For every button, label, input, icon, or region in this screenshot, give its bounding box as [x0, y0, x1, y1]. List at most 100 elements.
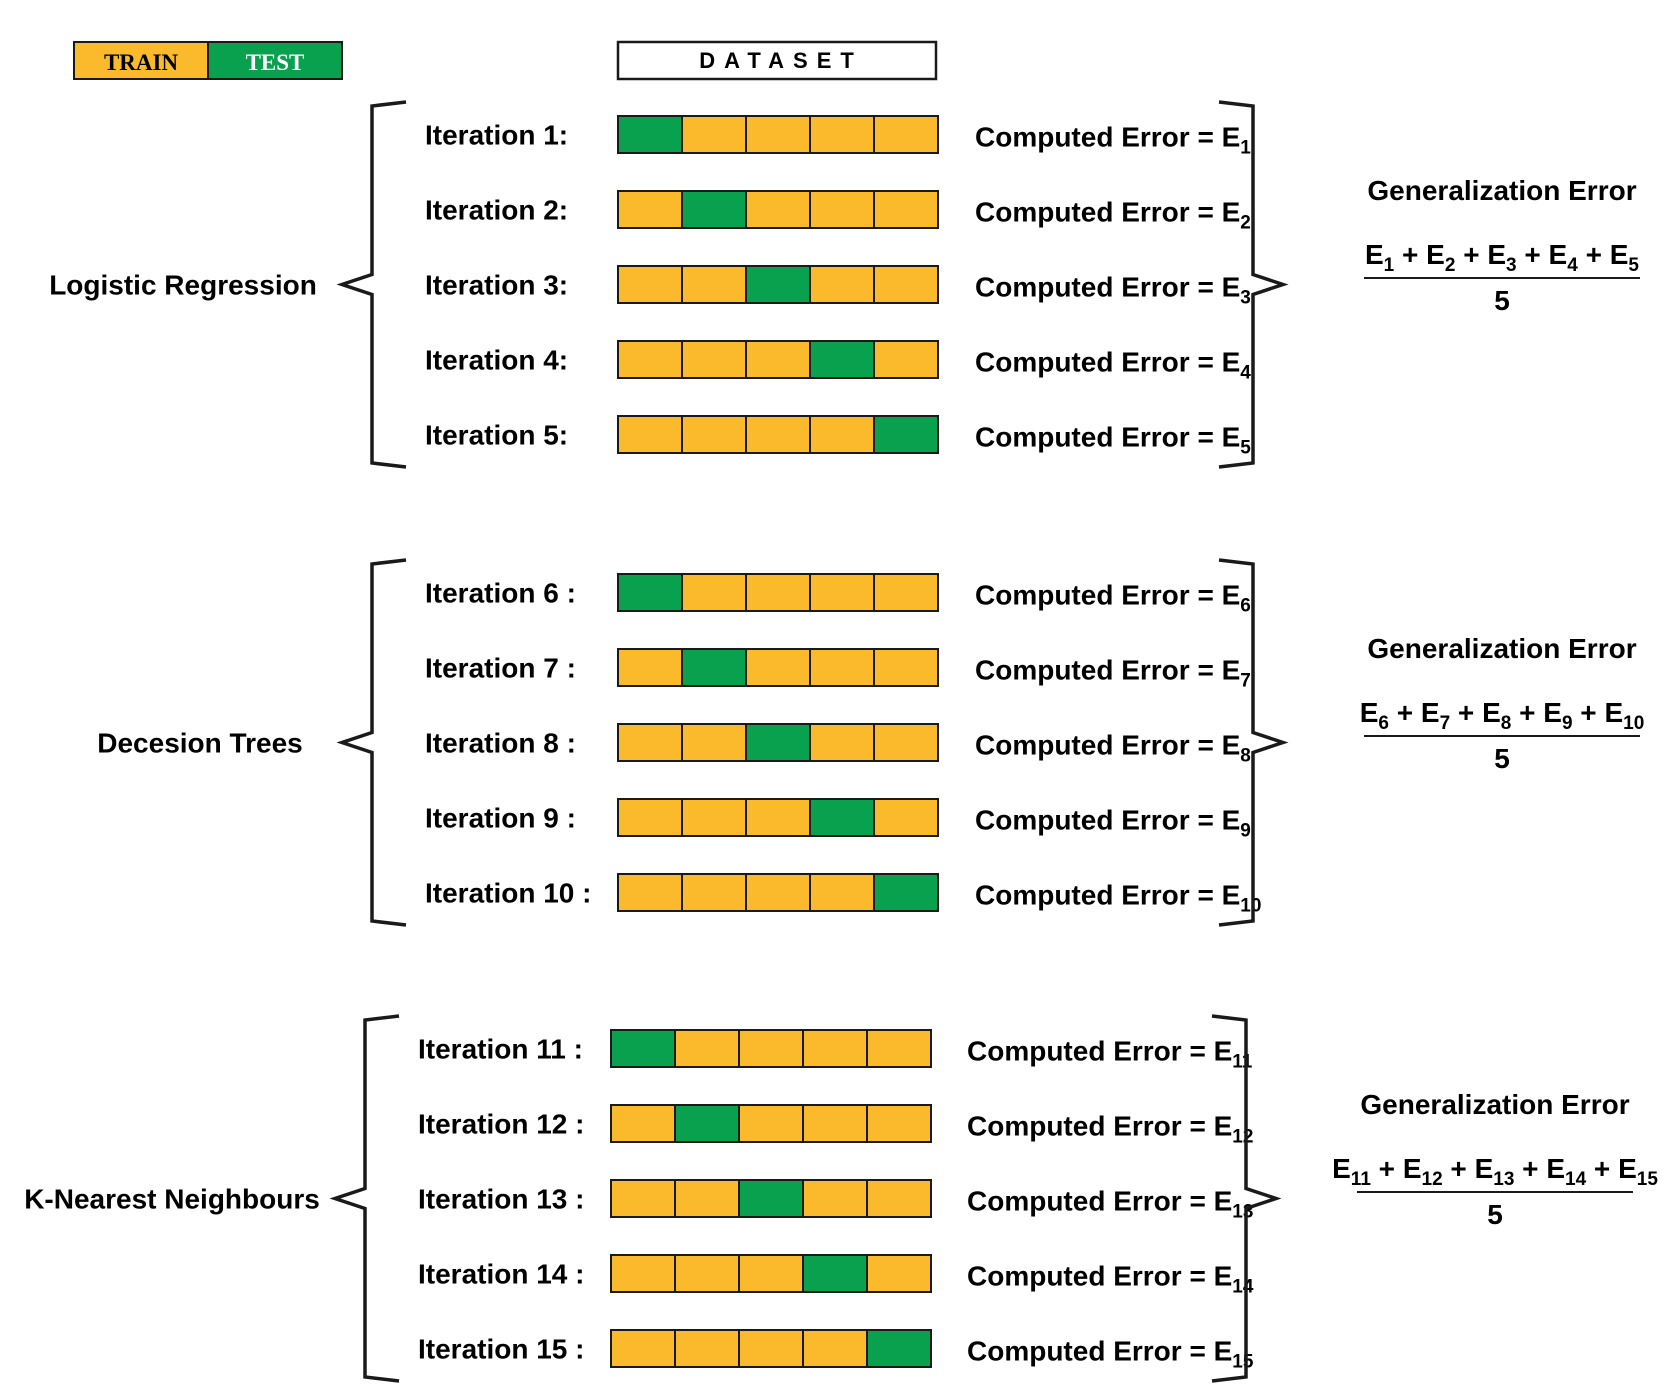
- computed-error-text: Computed Error = E: [967, 1261, 1232, 1292]
- numerator-subscript: 11: [1351, 1169, 1372, 1190]
- computed-error-text: Computed Error = E: [967, 1111, 1232, 1142]
- train-fold-cell: [617, 873, 683, 912]
- numerator-subscript: 14: [1565, 1169, 1587, 1190]
- numerator-term: E: [1482, 697, 1501, 728]
- computed-error-subscript: 15: [1232, 1352, 1254, 1373]
- groups-layer: Iteration 1: Computed Error = E1Iteration…: [24, 100, 1659, 1383]
- computed-error-subscript: 3: [1240, 288, 1251, 309]
- legend-test-label: TEST: [246, 50, 305, 75]
- numerator-operator: +: [1371, 1153, 1403, 1184]
- computed-error-label: Computed Error = E6: [975, 580, 1251, 617]
- numerator-subscript: 7: [1440, 713, 1451, 734]
- train-fold-cell: [873, 648, 939, 687]
- computed-error-label: Computed Error = E7: [975, 655, 1251, 692]
- iteration-row: Iteration 12 : Computed Error = E12: [418, 1104, 1253, 1148]
- test-fold-cell: [802, 1254, 868, 1293]
- train-fold-cell: [873, 798, 939, 837]
- iteration-row: Iteration 11 : Computed Error = E11: [418, 1029, 1253, 1073]
- numerator-operator: +: [1389, 697, 1421, 728]
- numerator-subscript: 8: [1501, 713, 1512, 734]
- legend-train-label: TRAIN: [104, 50, 179, 75]
- train-fold-cell: [866, 1179, 932, 1218]
- test-fold-cell: [809, 798, 875, 837]
- computed-error-label: Computed Error = E14: [967, 1261, 1254, 1298]
- numerator-term: E: [1403, 1153, 1422, 1184]
- test-fold-cell: [681, 190, 747, 229]
- train-fold-cell: [809, 265, 875, 304]
- computed-error-text: Computed Error = E: [975, 880, 1240, 911]
- train-fold-cell: [617, 648, 683, 687]
- computed-error-label: Computed Error = E13: [967, 1186, 1253, 1223]
- test-fold-cell: [745, 723, 811, 762]
- train-fold-cell: [674, 1329, 740, 1368]
- numerator-term: E: [1426, 239, 1445, 270]
- dataset-header: DATASET: [616, 40, 938, 81]
- generalization-error-title: Generalization Error: [1360, 1089, 1629, 1120]
- computed-error-subscript: 6: [1240, 596, 1251, 617]
- generalization-error-divisor: 5: [1494, 743, 1510, 774]
- iteration-label: Iteration 2:: [425, 195, 568, 226]
- train-fold-cell: [809, 648, 875, 687]
- train-fold-cell: [610, 1104, 676, 1143]
- iteration-row: Iteration 3: Computed Error = E3: [425, 265, 1251, 309]
- test-fold-cell: [873, 415, 939, 454]
- computed-error-subscript: 12: [1232, 1127, 1253, 1148]
- train-fold-cell: [809, 873, 875, 912]
- train-fold-cell: [802, 1179, 868, 1218]
- train-fold-cell: [866, 1104, 932, 1143]
- computed-error-label: Computed Error = E11: [967, 1036, 1253, 1073]
- iteration-row: Iteration 14 : Computed Error = E14: [418, 1254, 1254, 1298]
- numerator-operator: +: [1586, 1153, 1618, 1184]
- numerator-term: E: [1475, 1153, 1494, 1184]
- left-brace: [336, 100, 407, 469]
- numerator-subscript: 5: [1628, 255, 1639, 276]
- computed-error-label: Computed Error = E3: [975, 272, 1251, 309]
- numerator-term: E: [1487, 239, 1506, 270]
- model-name: Decesion Trees: [97, 728, 302, 759]
- numerator-term: E: [1546, 1153, 1565, 1184]
- train-fold-cell: [681, 573, 747, 612]
- train-fold-cell: [738, 1104, 804, 1143]
- computed-error-text: Computed Error = E: [975, 655, 1240, 686]
- computed-error-subscript: 8: [1240, 746, 1251, 767]
- numerator-term: E: [1604, 697, 1623, 728]
- computed-error-label: Computed Error = E2: [975, 197, 1251, 234]
- computed-error-text: Computed Error = E: [967, 1186, 1232, 1217]
- numerator-subscript: 9: [1562, 713, 1573, 734]
- train-fold-cell: [681, 723, 747, 762]
- generalization-error-numerator: E6 + E7 + E8 + E9 + E10: [1360, 697, 1645, 734]
- generalization-error-numerator: E1 + E2 + E3 + E4 + E5: [1365, 239, 1639, 276]
- right-brace: [1218, 100, 1289, 469]
- computed-error-label: Computed Error = E15: [967, 1336, 1254, 1373]
- train-fold-cell: [617, 340, 683, 379]
- train-fold-cell: [802, 1029, 868, 1068]
- computed-error-subscript: 7: [1240, 671, 1251, 692]
- numerator-subscript: 15: [1637, 1169, 1659, 1190]
- numerator-operator: +: [1578, 239, 1610, 270]
- numerator-operator: +: [1511, 697, 1543, 728]
- train-fold-cell: [617, 415, 683, 454]
- iteration-label: Iteration 7 :: [425, 653, 576, 684]
- computed-error-subscript: 11: [1232, 1052, 1253, 1073]
- numerator-operator: +: [1443, 1153, 1475, 1184]
- train-fold-cell: [745, 648, 811, 687]
- train-fold-cell: [610, 1254, 676, 1293]
- dataset-header-box: [616, 40, 938, 81]
- train-fold-cell: [745, 415, 811, 454]
- iteration-label: Iteration 15 :: [418, 1334, 584, 1365]
- iteration-label: Iteration 11 :: [418, 1034, 583, 1065]
- train-fold-cell: [681, 115, 747, 154]
- train-fold-cell: [681, 265, 747, 304]
- train-fold-cell: [873, 190, 939, 229]
- train-fold-cell: [809, 573, 875, 612]
- numerator-subscript: 2: [1445, 255, 1456, 276]
- numerator-term: E: [1421, 697, 1440, 728]
- numerator-subscript: 3: [1506, 255, 1517, 276]
- numerator-term: E: [1618, 1153, 1637, 1184]
- train-fold-cell: [745, 573, 811, 612]
- train-fold-cell: [610, 1179, 676, 1218]
- train-fold-cell: [617, 265, 683, 304]
- test-fold-cell: [873, 873, 939, 912]
- legend-train-swatch: [73, 41, 209, 80]
